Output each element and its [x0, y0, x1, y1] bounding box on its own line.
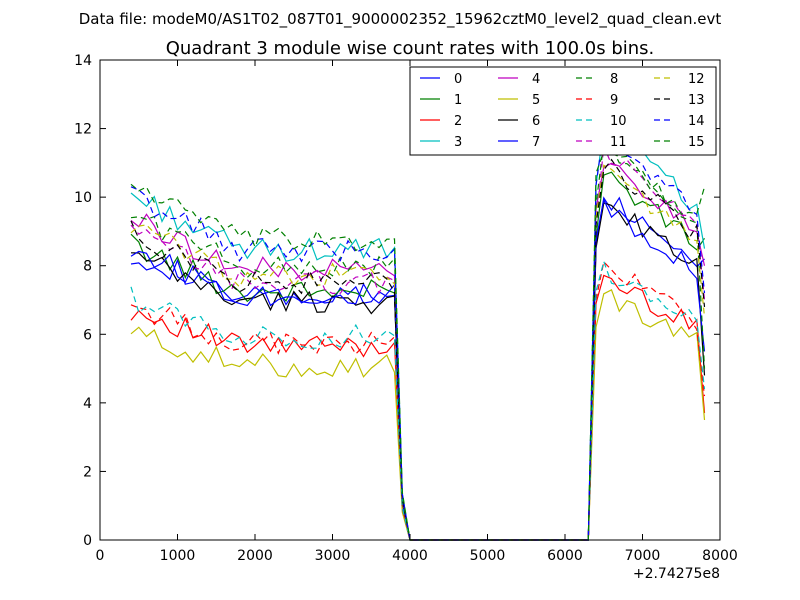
- x-tick-label: 8000: [702, 548, 738, 564]
- series-line-11: [130, 145, 706, 541]
- y-tick-label: 12: [74, 122, 92, 138]
- legend-label-13: 13: [688, 93, 705, 108]
- y-tick-label: 8: [83, 259, 92, 275]
- legend-label-15: 15: [688, 135, 705, 150]
- legend-label-6: 6: [532, 114, 540, 129]
- x-tick-label: 1000: [160, 548, 196, 564]
- y-tick-label: 14: [74, 53, 92, 69]
- legend-label-5: 5: [532, 93, 540, 108]
- series-line-9: [130, 260, 706, 541]
- y-tick-label: 2: [83, 464, 92, 480]
- x-tick-label: 5000: [470, 548, 506, 564]
- y-tick-label: 0: [83, 533, 92, 549]
- x-axis-offset-label: +2.74275e8: [633, 566, 720, 582]
- chart-title: Quadrant 3 module wise count rates with …: [166, 38, 655, 59]
- legend-box: [409, 66, 717, 156]
- legend-label-10: 10: [610, 114, 627, 129]
- legend-label-4: 4: [532, 72, 540, 87]
- legend-label-11: 11: [610, 135, 627, 150]
- x-tick-label: 6000: [547, 548, 583, 564]
- x-tick-label: 7000: [625, 548, 661, 564]
- x-tick-label: 2000: [237, 548, 273, 564]
- legend-label-8: 8: [610, 72, 618, 87]
- y-tick-label: 4: [83, 396, 92, 412]
- y-tick-label: 10: [74, 190, 92, 206]
- figure-suptitle: Data file: modeM0/AS1T02_087T01_90000023…: [79, 10, 722, 29]
- legend-label-1: 1: [454, 93, 462, 108]
- legend-label-9: 9: [610, 93, 618, 108]
- x-tick-label: 4000: [392, 548, 428, 564]
- x-tick-label: 0: [96, 548, 105, 564]
- series-line-12: [130, 164, 706, 541]
- y-tick-label: 6: [83, 327, 92, 343]
- series-line-10: [130, 259, 706, 541]
- x-tick-label: 3000: [315, 548, 351, 564]
- legend-label-3: 3: [454, 135, 462, 150]
- plot-area: 0 1000 2000 3000 4000 5000 6000 7000 80000246810…: [74, 53, 738, 564]
- legend-label-0: 0: [454, 72, 462, 87]
- legend-label-14: 14: [688, 114, 705, 129]
- legend-label-12: 12: [688, 72, 705, 87]
- legend-label-2: 2: [454, 114, 462, 129]
- legend-label-7: 7: [532, 135, 540, 150]
